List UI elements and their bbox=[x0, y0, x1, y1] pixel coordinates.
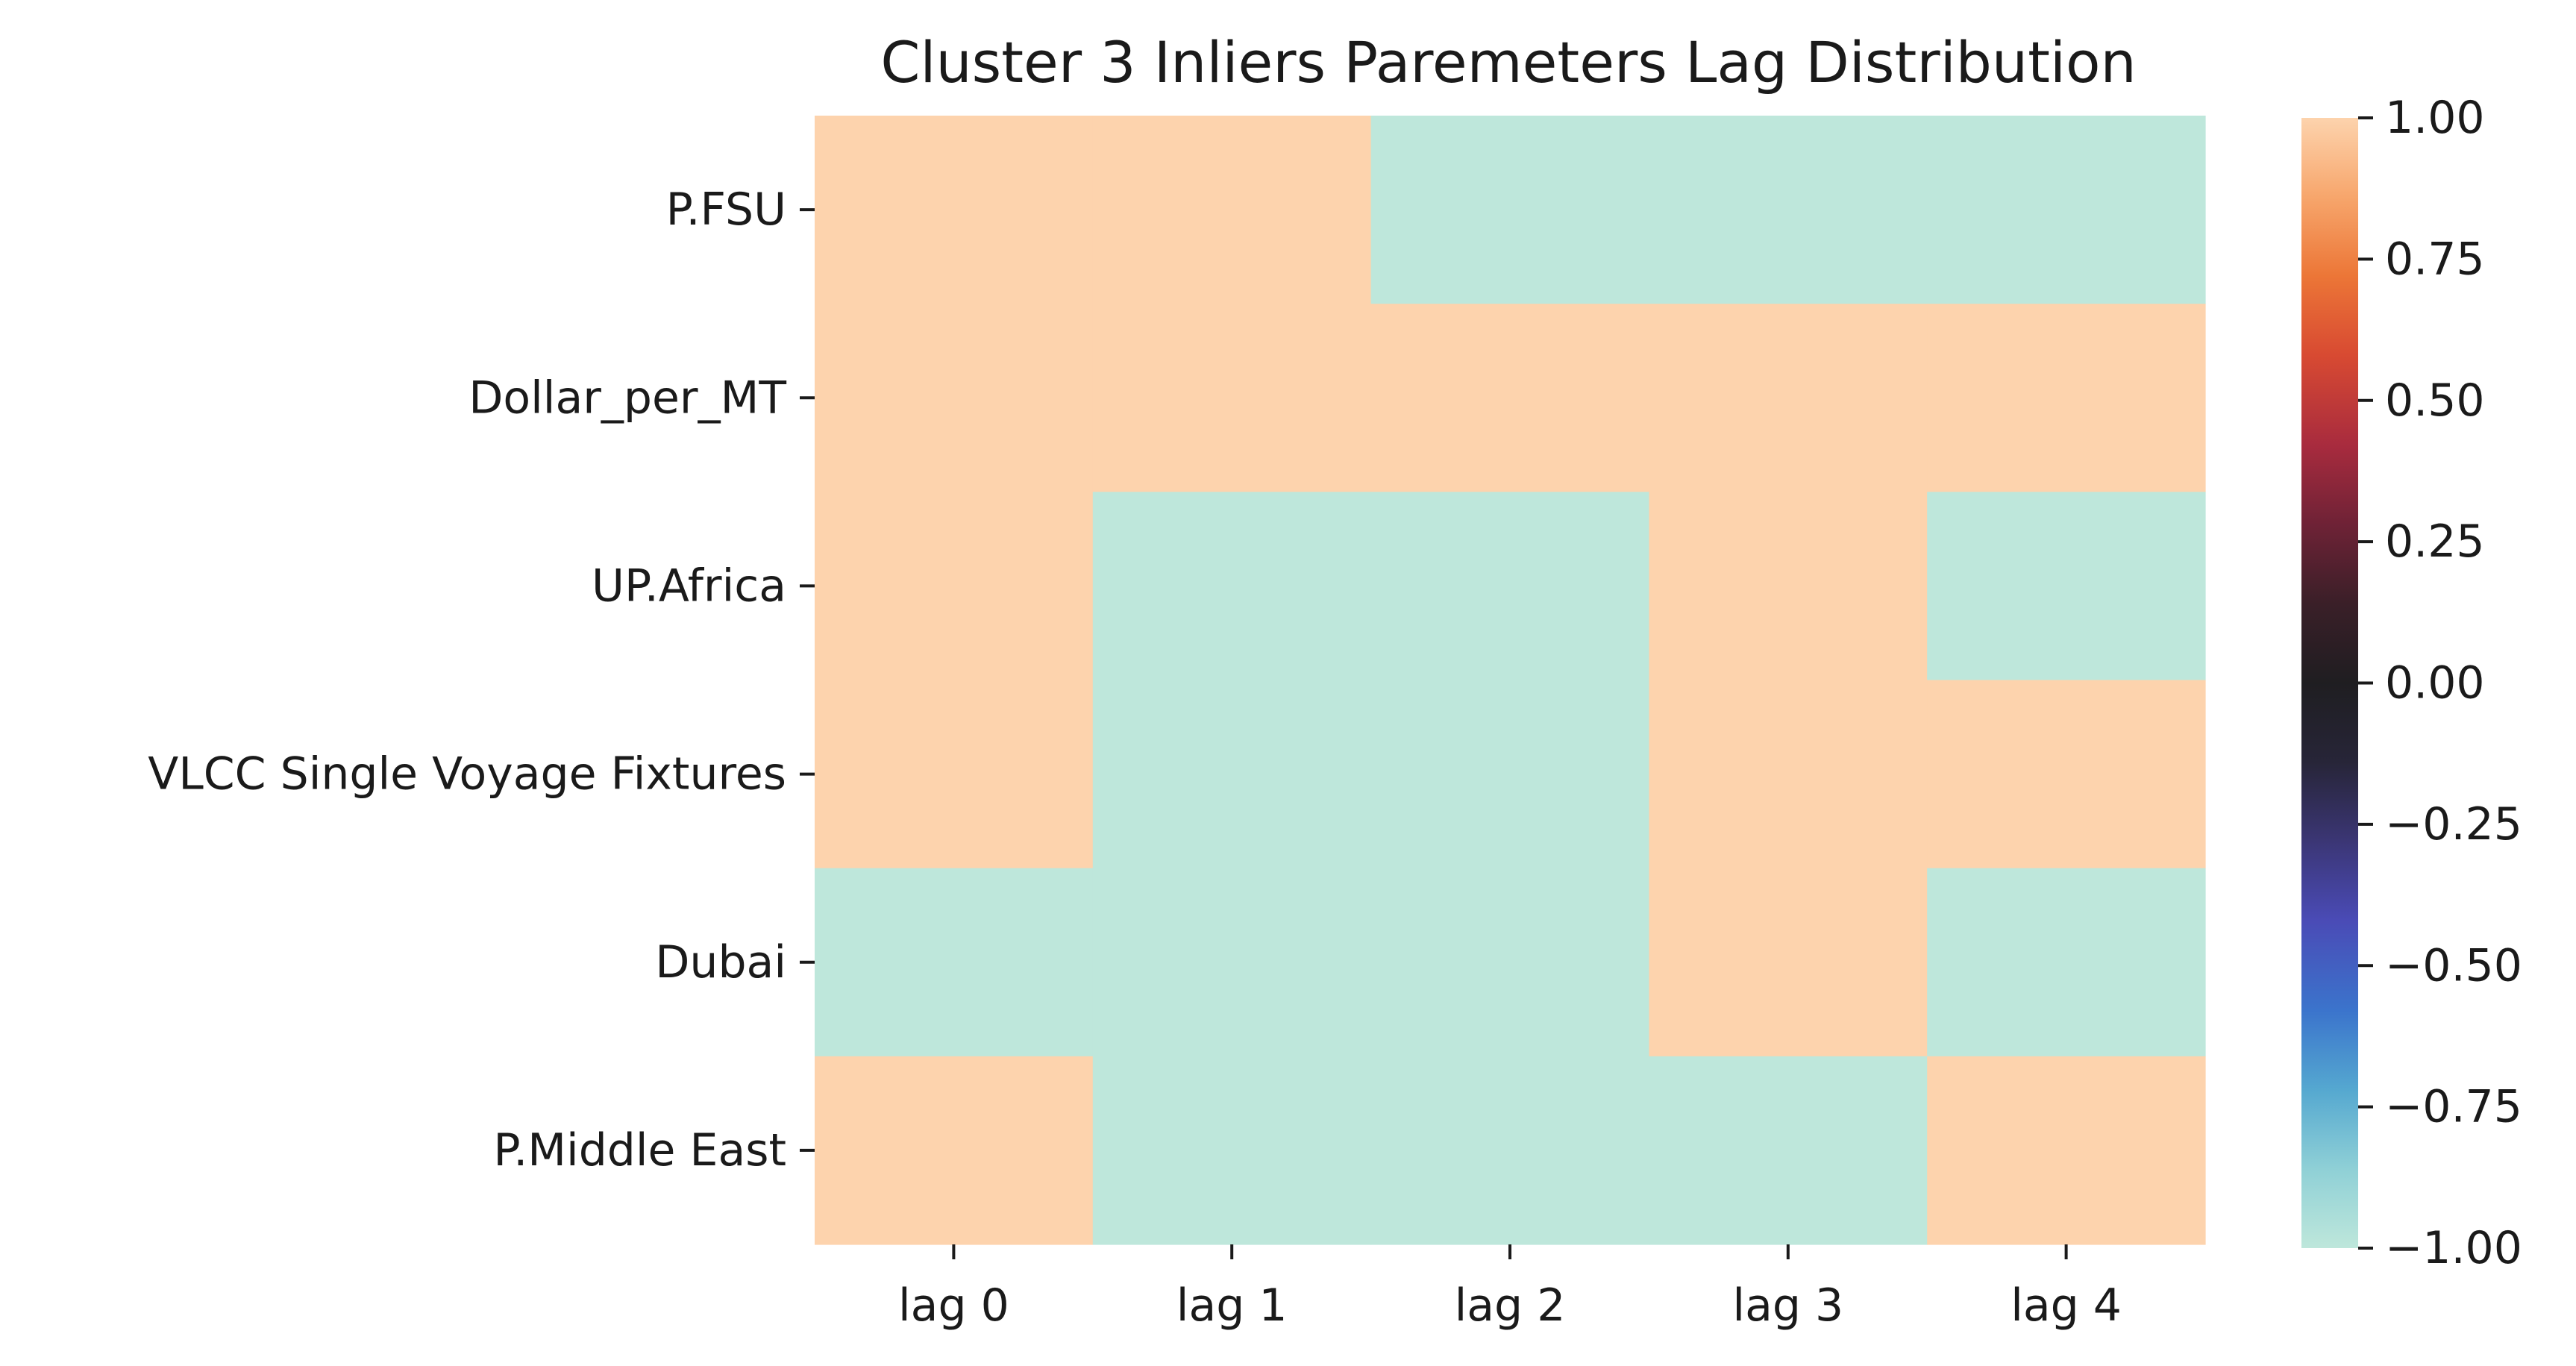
x-tick-label: lag 1 bbox=[1176, 1279, 1288, 1332]
heatmap-cell bbox=[815, 304, 1094, 492]
heatmap-cell bbox=[1927, 116, 2206, 304]
colorbar-tick-label: 1.00 bbox=[2385, 92, 2485, 144]
y-tick-label: P.Middle East bbox=[493, 1124, 786, 1177]
colorbar-tick-label: 0.75 bbox=[2385, 233, 2485, 285]
heatmap-cell bbox=[1927, 304, 2206, 492]
colorbar-tick-label: −0.25 bbox=[2385, 798, 2522, 850]
heatmap-cell bbox=[1649, 680, 1928, 869]
y-tick-label: Dollar_per_MT bbox=[468, 372, 786, 424]
heatmap-cell bbox=[1649, 116, 1928, 304]
y-axis: P.FSU Dollar_per_MT UP.Africa VLCC Single V… bbox=[148, 184, 815, 1177]
heatmap-cell bbox=[1370, 868, 1649, 1057]
heatmap-cell bbox=[1927, 680, 2206, 869]
y-tick-label: VLCC Single Voyage Fixtures bbox=[148, 748, 786, 801]
chart-title: Cluster 3 Inliers Paremeters Lag Distrib… bbox=[880, 29, 2136, 95]
heatmap-cell bbox=[1649, 1056, 1928, 1245]
colorbar-tick-label: −0.50 bbox=[2385, 939, 2522, 991]
heatmap-cell bbox=[1649, 304, 1928, 492]
colorbar-tick-label: 0.50 bbox=[2385, 375, 2485, 427]
heatmap-cell bbox=[1092, 868, 1372, 1057]
heatmap-cell bbox=[1092, 680, 1372, 869]
y-tick-label: UP.Africa bbox=[592, 560, 786, 612]
colorbar-tick-label: 0.25 bbox=[2385, 516, 2485, 568]
heatmap-cell bbox=[1927, 868, 2206, 1057]
heatmap-cell bbox=[815, 492, 1094, 681]
y-tick-label: Dubai bbox=[655, 936, 786, 989]
heatmap-cell bbox=[1370, 680, 1649, 869]
colorbar-tick-label: −1.00 bbox=[2385, 1222, 2522, 1274]
colorbar-gradient bbox=[2301, 118, 2358, 1248]
heatmap-cell bbox=[1092, 492, 1372, 681]
heatmap-cell bbox=[1092, 116, 1372, 304]
heatmap-cell bbox=[1370, 304, 1649, 492]
colorbar: 1.00 0.75 0.50 0.25 0.00 −0.25 −0.50 −0.75 −1.00 bbox=[2301, 92, 2522, 1274]
x-tick-label: lag 0 bbox=[898, 1279, 1009, 1332]
x-tick-label: lag 3 bbox=[1732, 1279, 1843, 1332]
x-tick-label: lag 2 bbox=[1455, 1279, 1566, 1332]
x-axis: lag 0 lag 1 lag 2 lag 3 lag 4 bbox=[898, 1244, 2122, 1332]
heatmap-cells bbox=[815, 116, 2206, 1245]
colorbar-ticks: 1.00 0.75 0.50 0.25 0.00 −0.25 −0.50 −0.75 −1.00 bbox=[2358, 92, 2522, 1274]
heatmap-cell bbox=[1370, 116, 1649, 304]
heatmap-cell bbox=[1370, 1056, 1649, 1245]
y-tick-label: P.FSU bbox=[666, 184, 786, 236]
heatmap-cell bbox=[815, 680, 1094, 869]
heatmap-cell bbox=[815, 1056, 1094, 1245]
heatmap-cell bbox=[1370, 492, 1649, 681]
colorbar-tick-label: −0.75 bbox=[2385, 1081, 2522, 1133]
heatmap-cell bbox=[1927, 1056, 2206, 1245]
heatmap-cell bbox=[1927, 492, 2206, 681]
heatmap-cell bbox=[1649, 868, 1928, 1057]
x-tick-label: lag 4 bbox=[2011, 1279, 2122, 1332]
heatmap-cell bbox=[1092, 304, 1372, 492]
heatmap-cell bbox=[1649, 492, 1928, 681]
colorbar-tick-label: 0.00 bbox=[2385, 657, 2485, 709]
heatmap-cell bbox=[815, 116, 1094, 304]
heatmap-cell bbox=[815, 868, 1094, 1057]
heatmap-cell bbox=[1092, 1056, 1372, 1245]
